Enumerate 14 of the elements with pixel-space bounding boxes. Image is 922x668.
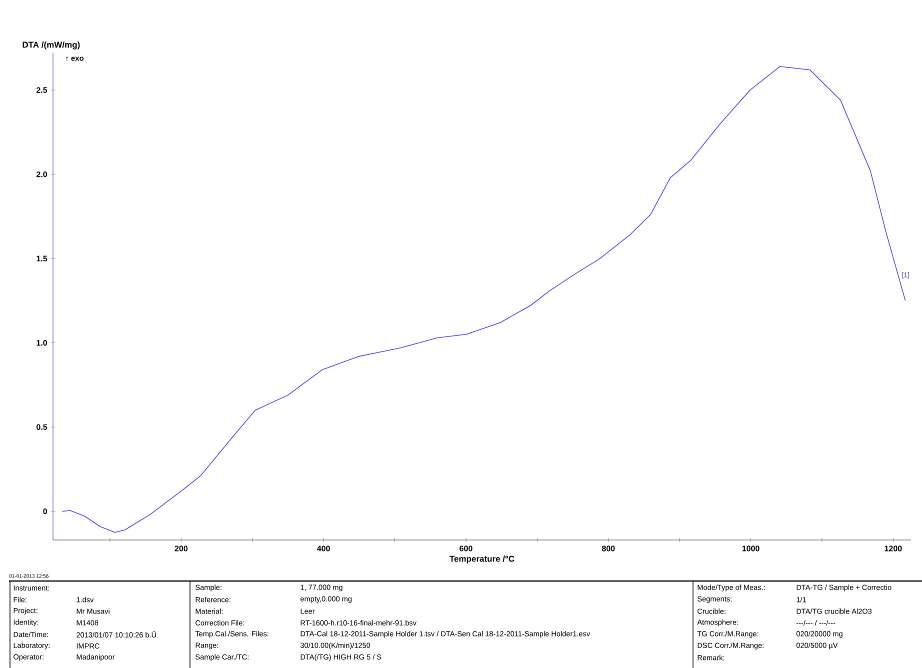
x-tick-label: 1200: [884, 546, 902, 552]
x-axis-title: Temperature /°C: [450, 556, 514, 564]
x-tick-label: 1000: [742, 546, 760, 552]
y-tick-label: 2.0: [36, 171, 48, 178]
y-tick-label: 1.5: [36, 256, 48, 262]
x-tick-label: 600: [460, 546, 472, 552]
x-tick-label: 200: [174, 546, 188, 552]
x-tick-label: 400: [317, 546, 330, 552]
x-tick-label: 800: [602, 546, 615, 552]
y-tick-label: 0.5: [36, 424, 48, 430]
y-tick-label: 2.5: [36, 87, 48, 93]
y-tick-label: 0: [43, 508, 48, 514]
y-tick-label: 1.0: [36, 340, 48, 346]
y-axis-title: DTA /(mW/mg): [22, 41, 80, 50]
